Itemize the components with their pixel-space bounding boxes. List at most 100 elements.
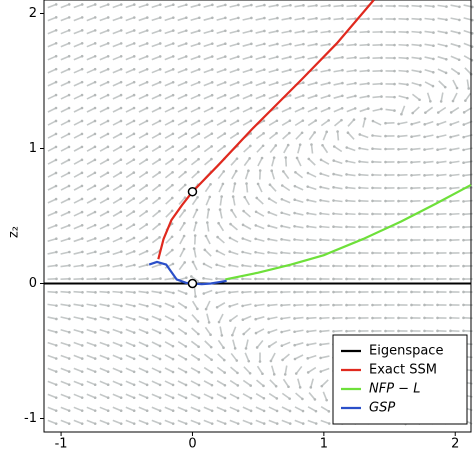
field-arrow bbox=[309, 132, 314, 139]
field-arrow-head bbox=[120, 224, 123, 227]
field-arrow bbox=[269, 121, 277, 126]
field-arrow bbox=[48, 239, 57, 242]
y-tick-label: 2 bbox=[29, 6, 37, 21]
field-arrow bbox=[425, 44, 434, 45]
field-arrow-head bbox=[315, 4, 318, 7]
field-arrow-head bbox=[280, 225, 283, 228]
field-arrow-head bbox=[198, 68, 201, 71]
field-arrow-head bbox=[197, 333, 200, 336]
field-arrow bbox=[230, 381, 238, 386]
field-arrow bbox=[412, 32, 421, 33]
field-arrow-head bbox=[81, 409, 84, 412]
field-arrow bbox=[178, 303, 186, 308]
field-arrow bbox=[295, 420, 303, 423]
field-arrow bbox=[451, 161, 460, 162]
y-tick-label: 1 bbox=[29, 141, 37, 156]
field-arrow-head bbox=[436, 252, 439, 255]
field-arrow bbox=[308, 213, 317, 214]
field-arrow bbox=[152, 69, 160, 72]
field-arrow-head bbox=[254, 238, 257, 241]
field-arrow bbox=[282, 330, 291, 332]
field-arrow bbox=[243, 316, 251, 319]
field-arrow-head bbox=[185, 409, 188, 412]
field-arrow-head bbox=[341, 4, 344, 7]
field-arrow bbox=[180, 236, 184, 244]
field-arrow-head bbox=[55, 422, 58, 425]
field-arrow-head bbox=[306, 199, 309, 202]
field-arrow bbox=[74, 69, 82, 73]
field-arrow-head bbox=[211, 94, 214, 97]
field-arrow-head bbox=[462, 123, 465, 126]
field-arrow-head bbox=[219, 208, 222, 211]
field-arrow bbox=[191, 420, 199, 423]
field-arrow-head bbox=[328, 422, 331, 425]
field-arrow bbox=[191, 146, 198, 151]
field-arrow-head bbox=[94, 16, 97, 19]
field-arrow-head bbox=[81, 264, 84, 267]
field-arrow-head bbox=[94, 81, 97, 84]
field-arrow-head bbox=[462, 304, 465, 307]
field-arrow-head bbox=[223, 371, 226, 374]
field-arrow bbox=[230, 95, 238, 98]
field-arrow-head bbox=[397, 330, 400, 333]
y-tick-label: -1 bbox=[24, 411, 37, 426]
field-arrow-head bbox=[341, 94, 344, 97]
field-arrow bbox=[100, 330, 109, 333]
field-arrow-head bbox=[172, 292, 175, 295]
field-arrow bbox=[269, 44, 278, 46]
field-arrow-head bbox=[397, 123, 400, 126]
field-arrow-head bbox=[445, 58, 448, 61]
field-arrow bbox=[113, 330, 121, 333]
field-arrow bbox=[126, 317, 135, 320]
field-arrow bbox=[256, 5, 265, 7]
field-arrow-head bbox=[306, 344, 309, 347]
field-arrow bbox=[139, 198, 146, 203]
field-arrow bbox=[217, 367, 224, 372]
field-arrow-head bbox=[410, 123, 413, 126]
field-arrow-head bbox=[237, 17, 240, 20]
field-arrow-head bbox=[367, 30, 370, 33]
field-arrow bbox=[139, 56, 147, 59]
field-arrow-head bbox=[81, 237, 84, 240]
field-arrow-head bbox=[224, 42, 227, 45]
field-arrow bbox=[126, 265, 135, 267]
field-arrow-head bbox=[449, 317, 452, 320]
x-tick-label: 2 bbox=[451, 437, 459, 452]
field-arrow-head bbox=[133, 383, 136, 386]
field-arrow bbox=[438, 135, 447, 137]
field-arrow bbox=[87, 56, 95, 59]
field-arrow bbox=[412, 19, 421, 20]
field-arrow-head bbox=[224, 81, 227, 84]
field-arrow-head bbox=[133, 318, 136, 321]
field-arrow bbox=[269, 305, 278, 306]
field-arrow bbox=[231, 353, 237, 360]
field-arrow bbox=[311, 379, 313, 388]
field-arrow-head bbox=[319, 172, 322, 175]
field-arrow bbox=[230, 18, 239, 20]
field-arrow-head bbox=[133, 331, 136, 334]
field-arrow bbox=[48, 134, 56, 138]
field-arrow-head bbox=[198, 132, 201, 135]
field-arrow bbox=[272, 366, 275, 375]
field-arrow-head bbox=[107, 184, 110, 187]
field-arrow-head bbox=[68, 29, 71, 32]
field-arrow bbox=[61, 199, 69, 203]
field-arrow-head bbox=[120, 383, 123, 386]
field-arrow bbox=[139, 95, 147, 99]
field-arrow bbox=[165, 355, 173, 359]
field-arrow bbox=[272, 158, 274, 167]
field-arrow-head bbox=[358, 265, 361, 268]
field-arrow bbox=[204, 134, 212, 139]
field-arrow-head bbox=[107, 224, 110, 227]
field-arrow bbox=[100, 160, 108, 164]
field-arrow bbox=[347, 161, 356, 163]
field-arrow bbox=[441, 93, 443, 102]
field-arrow bbox=[257, 198, 264, 204]
field-arrow bbox=[152, 342, 160, 346]
field-arrow-head bbox=[172, 16, 175, 19]
field-arrow-head bbox=[68, 224, 71, 227]
field-arrow bbox=[113, 5, 122, 8]
field-arrow-head bbox=[306, 304, 309, 307]
field-arrow bbox=[126, 394, 134, 398]
field-arrow bbox=[438, 161, 447, 162]
